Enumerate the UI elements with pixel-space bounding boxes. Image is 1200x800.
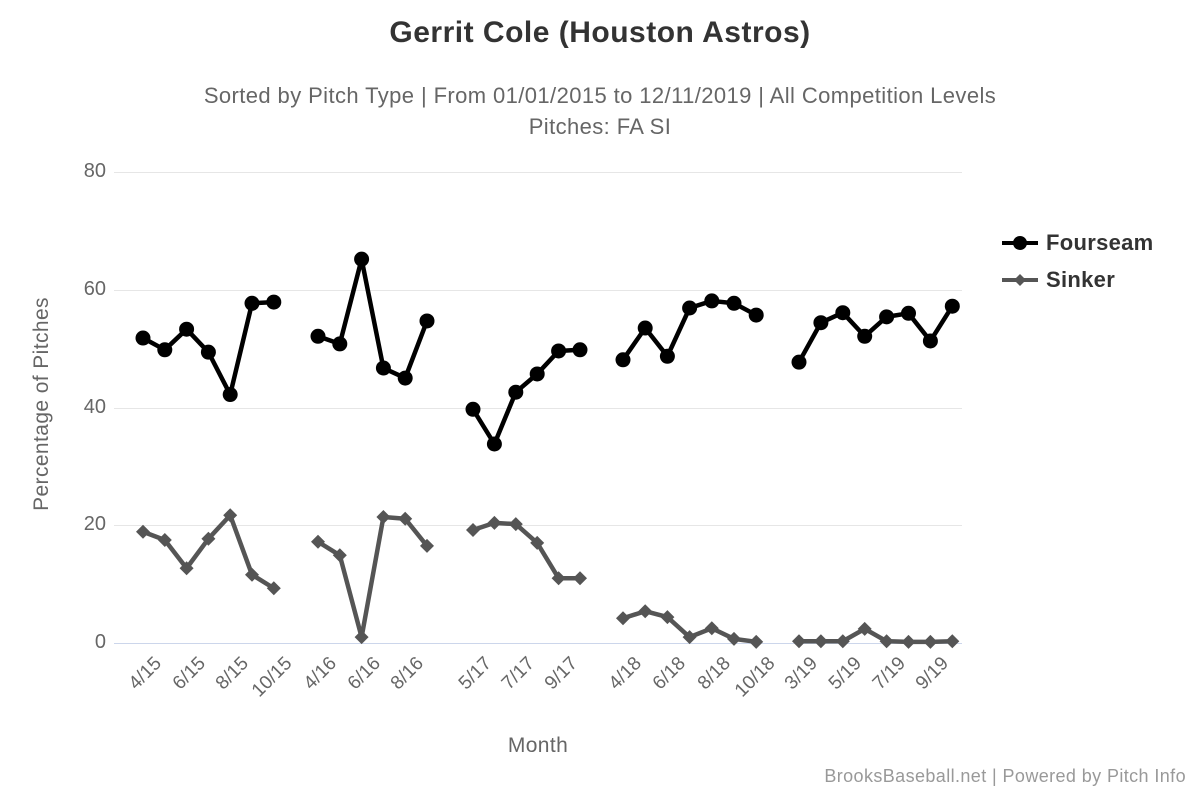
fourseam-point[interactable] <box>791 354 807 370</box>
y-axis-title: Percentage of Pitches <box>30 297 53 511</box>
sinker-legend-marker-icon <box>1002 274 1038 286</box>
sinker-point[interactable] <box>311 534 325 549</box>
fourseam-point[interactable] <box>726 295 742 311</box>
fourseam-point[interactable] <box>354 251 370 267</box>
sinker-point[interactable] <box>157 532 172 547</box>
fourseam-point[interactable] <box>922 333 938 349</box>
sinker-point[interactable] <box>420 538 434 553</box>
fourseam-point[interactable] <box>135 330 151 346</box>
sinker-point[interactable] <box>616 611 630 626</box>
fourseam-point[interactable] <box>682 300 698 316</box>
fourseam-point[interactable] <box>222 387 238 403</box>
fourseam-point[interactable] <box>748 307 764 323</box>
sinker-point[interactable] <box>704 621 719 636</box>
legend-item-sinker[interactable]: Sinker <box>1001 267 1154 293</box>
legend-label: Sinker <box>1046 267 1116 292</box>
sinker-point[interactable] <box>660 610 675 625</box>
y-tick-label: 20 <box>83 513 106 536</box>
fourseam-point[interactable] <box>375 360 391 376</box>
sinker-point[interactable] <box>813 634 828 649</box>
fourseam-point[interactable] <box>179 321 195 337</box>
fourseam-point[interactable] <box>857 328 873 344</box>
fourseam-point[interactable] <box>704 293 720 309</box>
sinker-point[interactable] <box>376 510 391 525</box>
legend: Fourseam Sinker <box>1001 230 1154 304</box>
sinker-point[interactable] <box>901 634 916 649</box>
y-tick-label: 60 <box>83 277 106 300</box>
chart-subtitle-line1: Sorted by Pitch Type | From 01/01/2015 t… <box>203 83 997 108</box>
y-tick-label: 0 <box>94 631 106 653</box>
sinker-point[interactable] <box>727 631 741 646</box>
legend-item-fourseam[interactable]: Fourseam <box>1001 230 1154 256</box>
sinker-point[interactable] <box>201 531 216 546</box>
sinker-point[interactable] <box>551 571 566 586</box>
sinker-point[interactable] <box>466 522 480 537</box>
sinker-point[interactable] <box>398 511 413 526</box>
fourseam-point[interactable] <box>266 294 282 310</box>
fourseam-point[interactable] <box>332 336 348 352</box>
sinker-point[interactable] <box>223 508 238 523</box>
fourseam-point[interactable] <box>244 295 260 311</box>
legend-label: Fourseam <box>1046 230 1154 255</box>
fourseam-point[interactable] <box>508 384 524 400</box>
sinker-point[interactable] <box>879 634 894 649</box>
y-tick-label: 80 <box>83 160 106 182</box>
sinker-point[interactable] <box>749 634 764 649</box>
sinker-point[interactable] <box>136 524 150 539</box>
fourseam-point[interactable] <box>200 344 216 360</box>
sinker-point[interactable] <box>857 621 872 636</box>
fourseam-point[interactable] <box>835 305 851 321</box>
sinker-point[interactable] <box>530 535 545 550</box>
sinker-point[interactable] <box>508 517 523 532</box>
fourseam-point[interactable] <box>813 315 829 331</box>
fourseam-legend-marker-icon <box>1002 236 1038 250</box>
footer-credit: BrooksBaseball.net | Powered by Pitch In… <box>824 766 1186 786</box>
fourseam-point[interactable] <box>465 401 481 417</box>
fourseam-point[interactable] <box>419 313 435 329</box>
fourseam-point[interactable] <box>157 342 173 358</box>
fourseam-point[interactable] <box>901 305 916 321</box>
sinker-point[interactable] <box>354 630 369 645</box>
fourseam-point[interactable] <box>659 348 675 364</box>
sinker-point[interactable] <box>573 571 587 586</box>
fourseam-line <box>315 256 430 381</box>
fourseam-point[interactable] <box>397 370 413 386</box>
fourseam-point[interactable] <box>944 298 960 314</box>
sinker-point[interactable] <box>923 634 938 649</box>
sinker-point[interactable] <box>179 561 194 576</box>
fourseam-point[interactable] <box>529 366 545 382</box>
sinker-point[interactable] <box>835 634 850 649</box>
sinker-point[interactable] <box>945 634 960 649</box>
sinker-line <box>470 520 583 581</box>
sinker-point[interactable] <box>332 548 347 563</box>
fourseam-point[interactable] <box>615 352 631 368</box>
fourseam-point[interactable] <box>551 343 567 359</box>
x-axis-title: Month <box>507 734 569 757</box>
fourseam-point[interactable] <box>572 342 588 358</box>
sinker-point[interactable] <box>638 604 653 619</box>
fourseam-point[interactable] <box>879 309 895 325</box>
chart-subtitle-line2: Pitches: FA SI <box>528 114 672 139</box>
fourseam-line <box>470 347 583 447</box>
chart-title: Gerrit Cole (Houston Astros) <box>389 16 811 49</box>
fourseam-point[interactable] <box>310 328 326 344</box>
y-tick-label: 40 <box>83 395 106 418</box>
sinker-point[interactable] <box>682 630 697 645</box>
sinker-point[interactable] <box>245 567 259 582</box>
sinker-point[interactable] <box>487 515 502 530</box>
fourseam-point[interactable] <box>486 436 502 452</box>
sinker-point[interactable] <box>792 634 806 649</box>
fourseam-point[interactable] <box>637 320 653 336</box>
sinker-line <box>315 514 430 640</box>
sinker-point[interactable] <box>266 581 281 596</box>
